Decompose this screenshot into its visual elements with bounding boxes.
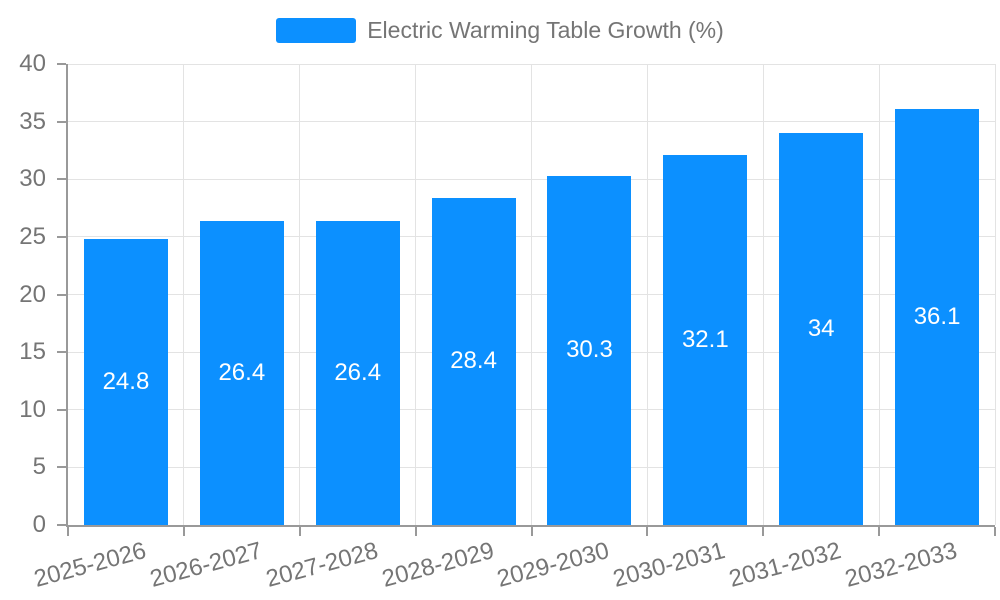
y-axis-tick-label: 20 — [19, 280, 46, 308]
y-axis-tick — [57, 178, 66, 181]
x-gridline — [994, 64, 996, 525]
x-axis-tick — [67, 527, 69, 536]
bar-value-label: 24.8 — [102, 368, 150, 396]
bar-value-label: 36.1 — [913, 302, 961, 330]
x-gridline — [762, 64, 764, 525]
bar[interactable]: 24.8 — [83, 239, 168, 525]
bar[interactable]: 30.3 — [547, 175, 632, 525]
x-axis-category-label: 2025-2026 — [31, 537, 149, 593]
x-axis-tick — [646, 527, 649, 536]
bar-value-label: 28.4 — [450, 347, 497, 375]
x-axis-tick — [182, 527, 185, 536]
x-axis-tick — [414, 527, 417, 536]
x-axis-category-label: 2026-2027 — [146, 537, 265, 593]
x-axis-tick — [762, 527, 765, 536]
x-axis-tick — [994, 527, 996, 536]
y-axis-tick-label: 25 — [19, 222, 46, 250]
x-axis-line — [66, 525, 995, 527]
bar-value-label: 26.4 — [334, 358, 382, 386]
bar[interactable]: 28.4 — [431, 197, 516, 525]
legend-swatch — [276, 17, 357, 43]
x-axis-tick — [878, 527, 881, 536]
bar[interactable]: 34 — [779, 133, 864, 525]
legend[interactable]: Electric Warming Table Growth (%) — [0, 17, 1000, 43]
bar[interactable]: 26.4 — [315, 220, 400, 525]
x-gridline — [531, 64, 532, 525]
x-axis-category-label: 2029-2030 — [494, 537, 613, 593]
plot-area: 0 5 10 15 20 25 30 35 40 24.8 2025-2026 26.4 2026-20… — [19, 50, 996, 593]
y-axis-tick — [57, 120, 66, 123]
y-axis-tick — [57, 235, 66, 238]
bar-value-label: 26.4 — [218, 358, 266, 386]
y-axis-tick-label: 10 — [19, 395, 46, 423]
bar-value-label: 34 — [807, 315, 835, 343]
y-axis-tick — [57, 293, 66, 296]
bar-value-label: 32.1 — [681, 326, 729, 354]
y-axis-tick — [57, 408, 66, 411]
bar[interactable]: 36.1 — [895, 108, 980, 525]
y-axis-tick-label: 30 — [19, 165, 46, 193]
x-axis-tick — [298, 527, 301, 536]
y-axis-line — [66, 64, 68, 525]
bar-value-label: 30.3 — [566, 336, 613, 364]
x-gridline — [299, 64, 301, 525]
y-axis-tick — [57, 351, 66, 354]
bar[interactable]: 26.4 — [199, 220, 284, 525]
x-axis-category-label: 2028-2029 — [378, 537, 497, 593]
x-axis-category-label: 2027-2028 — [262, 537, 381, 593]
x-gridline — [878, 64, 880, 525]
x-gridline — [183, 64, 185, 525]
x-axis-tick — [530, 527, 533, 536]
y-axis-tick-label: 35 — [19, 107, 46, 135]
x-gridline — [646, 64, 648, 525]
y-axis-tick-label: 15 — [19, 338, 46, 366]
y-axis-tick-label: 0 — [32, 511, 46, 538]
y-axis-tick — [57, 524, 66, 526]
bar[interactable]: 32.1 — [663, 155, 748, 525]
y-axis-tick — [57, 63, 66, 65]
y-axis-tick-label: 40 — [19, 50, 46, 77]
legend-label: Electric Warming Table Growth (%) — [367, 17, 724, 43]
x-axis-category-label: 2032-2033 — [842, 537, 961, 593]
y-axis-tick — [57, 466, 66, 469]
x-gridline — [415, 64, 417, 525]
x-axis-category-label: 2031-2032 — [726, 537, 845, 593]
x-axis-category-label: 2030-2031 — [610, 537, 729, 593]
y-axis-tick-label: 5 — [32, 453, 46, 481]
